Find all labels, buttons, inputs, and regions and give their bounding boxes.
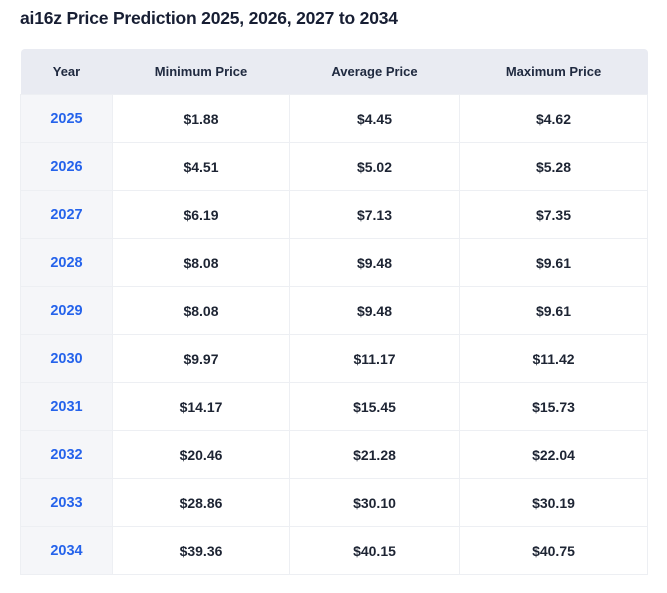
table-row: 2033 $28.86 $30.10 $30.19 [20, 478, 648, 528]
page-title: ai16z Price Prediction 2025, 2026, 2027 … [20, 8, 398, 28]
max-price-cell: $7.35 [459, 190, 648, 240]
max-price-cell: $15.73 [459, 382, 648, 432]
max-price-cell: $9.61 [459, 286, 648, 336]
page-container: ai16z Price Prediction 2025, 2026, 2027 … [0, 8, 667, 576]
min-price-cell: $28.86 [112, 478, 290, 528]
max-price-cell: $9.61 [459, 238, 648, 288]
year-cell: 2034 [20, 526, 113, 576]
avg-price-cell: $4.45 [289, 94, 460, 144]
year-cell: 2028 [20, 238, 113, 288]
max-price-cell: $5.28 [459, 142, 648, 192]
max-price-cell: $22.04 [459, 430, 648, 480]
column-header-max: Maximum Price [459, 48, 648, 95]
table-row: 2027 $6.19 $7.13 $7.35 [20, 190, 648, 240]
avg-price-cell: $11.17 [289, 334, 460, 384]
max-price-cell: $11.42 [459, 334, 648, 384]
avg-price-cell: $5.02 [289, 142, 460, 192]
table-body: 2025 $1.88 $4.45 $4.62 2026 $4.51 $5.02 $5.28 20… [20, 94, 648, 576]
table-row: 2034 $39.36 $40.15 $40.75 [20, 526, 648, 576]
avg-price-cell: $21.28 [289, 430, 460, 480]
year-link[interactable]: 2033 [50, 495, 83, 512]
column-header-avg: Average Price [289, 48, 460, 95]
min-price-cell: $6.19 [112, 190, 290, 240]
column-header-min: Minimum Price [112, 48, 290, 95]
avg-price-cell: $9.48 [289, 238, 460, 288]
table-row: 2028 $8.08 $9.48 $9.61 [20, 238, 648, 288]
year-cell: 2032 [20, 430, 113, 480]
table-row: 2029 $8.08 $9.48 $9.61 [20, 286, 648, 336]
min-price-cell: $1.88 [112, 94, 290, 144]
table-row: 2030 $9.97 $11.17 $11.42 [20, 334, 648, 384]
year-cell: 2033 [20, 478, 113, 528]
price-prediction-table: Year Minimum Price Average Price Maximum Pr… [20, 48, 648, 576]
avg-price-cell: $40.15 [289, 526, 460, 576]
year-cell: 2027 [20, 190, 113, 240]
year-cell: 2030 [20, 334, 113, 384]
table-row: 2026 $4.51 $5.02 $5.28 [20, 142, 648, 192]
min-price-cell: $9.97 [112, 334, 290, 384]
max-price-cell: $30.19 [459, 478, 648, 528]
column-header-year: Year [20, 48, 113, 95]
table-head: Year Minimum Price Average Price Maximum Pr… [20, 48, 648, 95]
min-price-cell: $4.51 [112, 142, 290, 192]
year-link[interactable]: 2032 [50, 447, 83, 464]
year-link[interactable]: 2030 [50, 351, 83, 368]
year-link[interactable]: 2029 [50, 303, 83, 320]
year-link[interactable]: 2025 [50, 111, 83, 128]
min-price-cell: $14.17 [112, 382, 290, 432]
table-row: 2031 $14.17 $15.45 $15.73 [20, 382, 648, 432]
min-price-cell: $39.36 [112, 526, 290, 576]
avg-price-cell: $9.48 [289, 286, 460, 336]
year-cell: 2026 [20, 142, 113, 192]
table-row: 2025 $1.88 $4.45 $4.62 [20, 94, 648, 144]
year-cell: 2029 [20, 286, 113, 336]
avg-price-cell: $30.10 [289, 478, 460, 528]
year-link[interactable]: 2028 [50, 255, 83, 272]
year-link[interactable]: 2031 [50, 399, 83, 416]
max-price-cell: $4.62 [459, 94, 648, 144]
year-cell: 2025 [20, 94, 113, 144]
table-header-row: Year Minimum Price Average Price Maximum Pr… [20, 48, 648, 95]
year-link[interactable]: 2026 [50, 159, 83, 176]
year-link[interactable]: 2027 [50, 207, 83, 224]
table-row: 2032 $20.46 $21.28 $22.04 [20, 430, 648, 480]
min-price-cell: $8.08 [112, 238, 290, 288]
min-price-cell: $20.46 [112, 430, 290, 480]
min-price-cell: $8.08 [112, 286, 290, 336]
avg-price-cell: $15.45 [289, 382, 460, 432]
year-cell: 2031 [20, 382, 113, 432]
max-price-cell: $40.75 [459, 526, 648, 576]
avg-price-cell: $7.13 [289, 190, 460, 240]
year-link[interactable]: 2034 [50, 543, 83, 560]
